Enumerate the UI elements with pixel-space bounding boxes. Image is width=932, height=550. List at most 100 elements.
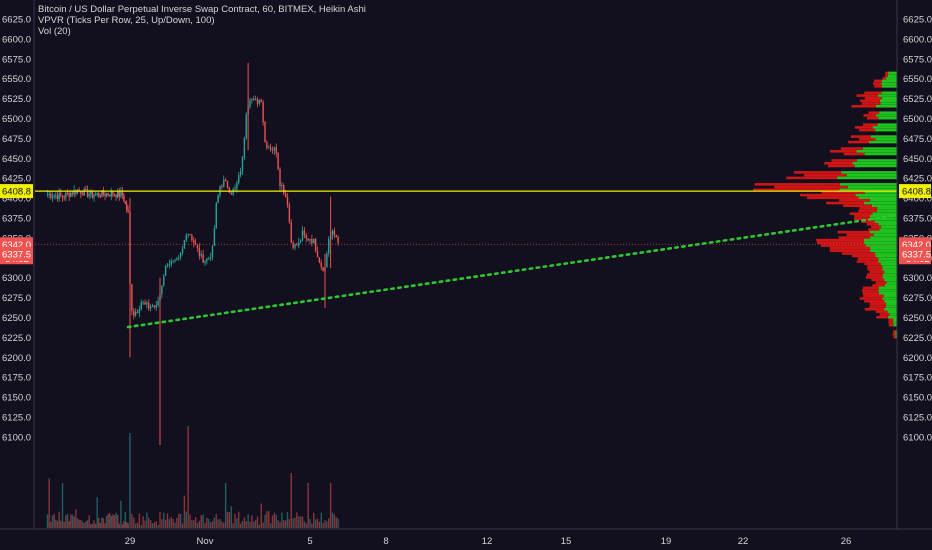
level-below-tag-right-label: 6337.5 [902, 249, 931, 260]
volume-bar [217, 519, 219, 528]
volume-profile-down-row [800, 193, 856, 197]
volume-bar [294, 517, 296, 528]
y-tick-right: 6475.0 [903, 134, 932, 145]
candle-body [179, 253, 182, 258]
candle-body [127, 210, 129, 212]
volume-profile-down-row [871, 278, 885, 282]
volume-bar [134, 523, 137, 528]
candle-body [241, 157, 244, 172]
candle-body [262, 102, 264, 123]
candle-body [238, 175, 240, 183]
y-tick-right: 6450.0 [903, 154, 932, 165]
volume-profile-up-row [895, 330, 897, 333]
candle-body [124, 201, 127, 204]
volume-profile-down-row [864, 262, 881, 266]
volume-profile-down-row [843, 204, 872, 208]
volume-profile-up-row [877, 206, 897, 210]
volume-bar [271, 515, 274, 528]
candle-body [93, 195, 95, 198]
volume-profile-down-row [816, 238, 864, 242]
volume-profile-up-row [881, 225, 897, 229]
y-tick-left: 6625.0 [2, 15, 31, 26]
candle-body [120, 191, 122, 197]
candle-body [99, 196, 102, 198]
volume-bar [281, 512, 283, 528]
volume-bar [307, 482, 309, 528]
volume-bar [187, 426, 189, 528]
volume-bar [142, 516, 144, 528]
candle-body [333, 230, 336, 235]
volume-profile-down-row [838, 236, 871, 239]
candle-body [56, 195, 59, 200]
volume-profile-up-row [884, 299, 897, 303]
dotted-trendline[interactable] [126, 214, 898, 329]
volume-bar [178, 513, 180, 528]
volume-profile-up-row [878, 292, 897, 295]
volume-bar [320, 512, 322, 528]
candle-body [249, 100, 251, 107]
volume-bar [96, 497, 98, 528]
candle-body [121, 191, 124, 196]
candle-body [138, 309, 141, 313]
x-tick: 5 [307, 536, 312, 547]
volume-profile-down-row [873, 79, 882, 83]
x-axis[interactable]: 29 Nov 5 8 12 15 19 22 26 [125, 536, 852, 547]
symbol-title[interactable]: Bitcoin / US Dollar Perpetual Inverse Sw… [38, 4, 366, 15]
candle-body [314, 238, 317, 252]
volume-bar [311, 523, 313, 528]
volume-bar [191, 520, 193, 528]
volume-profile-up-row [888, 71, 897, 75]
volume-profile-up-row [872, 212, 897, 216]
volume-bar [85, 521, 87, 528]
volume-bar [73, 516, 75, 528]
candle-body [313, 238, 315, 244]
y-tick-right: 6400.0 [903, 194, 932, 205]
volume-profile-down-row [863, 114, 877, 117]
candle-body [183, 240, 186, 249]
volume-profile-down-row [829, 249, 871, 253]
volume-profile-up-row [880, 262, 897, 266]
chart-legend[interactable]: Bitcoin / US Dollar Perpetual Inverse Sw… [38, 4, 366, 37]
candle-body [290, 222, 292, 243]
volume-profile-up-row [882, 297, 897, 300]
volume-bar [224, 483, 227, 528]
candle-body [326, 253, 328, 268]
candle-body [301, 230, 304, 241]
volume-bars [46, 426, 339, 528]
volume-profile-down-row [837, 230, 870, 234]
y-tick-right: 6550.0 [903, 74, 932, 85]
volume-profile-up-row [878, 257, 897, 261]
candle-body [194, 242, 197, 245]
candle-body [226, 181, 229, 189]
volume-profile-down-row [859, 128, 876, 132]
volume-profile-down-row [846, 233, 874, 237]
volume-profile-up-row [841, 171, 897, 174]
volume-profile-down-row [868, 228, 880, 231]
volume-bar [163, 512, 165, 528]
vpvr-indicator-label[interactable]: VPVR (Ticks Per Row, 25, Up/Down, 100) [38, 15, 215, 26]
volume-profile-down-row [864, 91, 882, 95]
volume-profile-down-row [864, 307, 885, 311]
y-tick-right: 6625.0 [903, 15, 932, 26]
candle-body [198, 247, 201, 256]
volume-profile-up-row [895, 335, 897, 339]
volume-bar [116, 514, 119, 528]
volume-bar [155, 521, 157, 528]
volume-profile-up-row [869, 140, 897, 144]
candle-body [266, 142, 268, 148]
volume-indicator-label[interactable]: Vol (20) [38, 26, 71, 37]
candle-body [75, 190, 77, 194]
volume-profile-up-row [870, 236, 897, 239]
volume-bar [164, 519, 167, 528]
volume-bar [230, 506, 232, 528]
y-tick-right: 6525.0 [903, 94, 932, 105]
candle-body [88, 194, 90, 197]
candle-body [277, 153, 279, 169]
volume-profile-down-row [859, 297, 883, 300]
volume-profile-down-row [826, 201, 864, 205]
volume-bar [296, 512, 298, 528]
volume-bar [126, 522, 128, 528]
volume-bar [65, 515, 67, 528]
